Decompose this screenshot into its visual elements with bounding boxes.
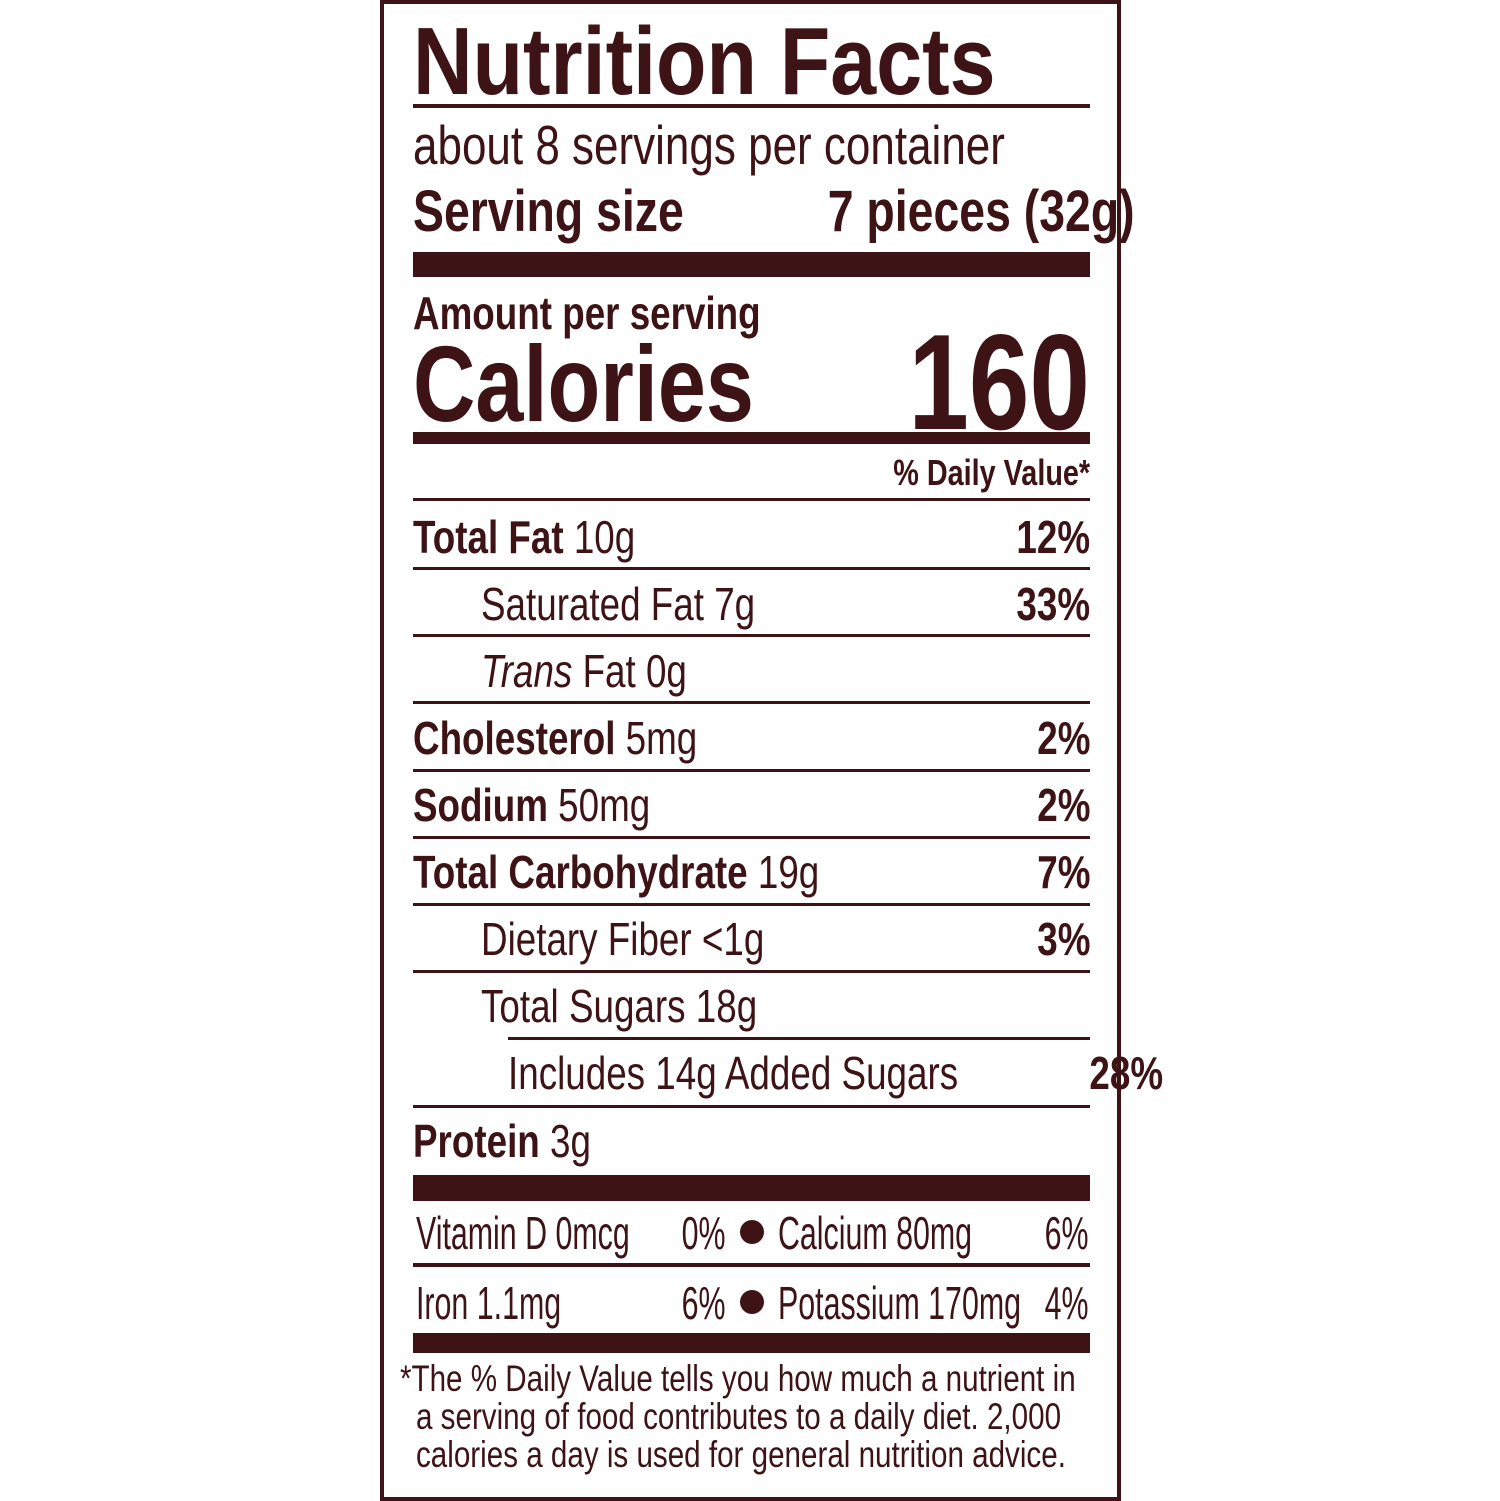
nutrient-row-cholesterol: Cholesterol 5mg 2% (413, 708, 1090, 768)
calories: Calories 160 (413, 314, 1090, 450)
label-nutrients-7-name: Total Sugars (481, 980, 686, 1032)
label-nutrients-4-dv: 2% (1036, 779, 1090, 831)
calcium: Calcium 80mg (778, 1207, 973, 1259)
nutrient-row-sodium: Sodium 50mg 2% (413, 775, 1090, 835)
label-nutrients-0-amount: 10g (573, 511, 636, 563)
daily-value-header: % Daily Value* (413, 452, 1090, 494)
label-title: Nutrition Facts (413, 8, 996, 115)
vitamin-d: Vitamin D 0mcg (416, 1207, 630, 1259)
label-nutrients-0-name: Total Fat (413, 511, 564, 563)
divider (413, 1263, 1090, 1267)
label-nutrients-2-name-italic: Trans (481, 645, 573, 697)
thick-divider (413, 1333, 1090, 1353)
label-title: Nutrition Facts (413, 14, 1090, 110)
label-nutrients-3-name: Cholesterol (413, 712, 616, 764)
divider (413, 970, 1090, 973)
nutrient-row-total-carbohydrate: Total Carbohydrate 19g 7% (413, 842, 1090, 902)
potassium-dv: 4% (1044, 1277, 1088, 1329)
vitamin-row-2: Iron 1.1mg 6% Potassium 170mg 4% (413, 1270, 1090, 1330)
label-nutrients-0-dv: 12% (1016, 511, 1090, 563)
nutrient-row-added-sugars: Includes 14g Added Sugars 28% (508, 1043, 1163, 1103)
label-nutrients-9-amount: 3g (550, 1115, 591, 1167)
label-nutrients-6-amount: <1g (701, 913, 765, 965)
calories-value: 160 (908, 306, 1090, 458)
nutrient-row-trans-fat: Trans Fat 0g (481, 641, 1090, 701)
label-servings-per-container: about 8 servings per container (413, 114, 1005, 176)
label-nutrients-6-dv: 3% (1036, 913, 1090, 965)
label-text: Sodium 50mg (413, 782, 650, 828)
calcium-dv: 6% (1044, 1207, 1088, 1259)
thick-divider (413, 1175, 1090, 1201)
divider (413, 1105, 1090, 1108)
thick-divider (413, 252, 1090, 277)
label-text: Saturated Fat 7g (481, 581, 755, 627)
iron-dv: 6% (681, 1277, 725, 1329)
medium-divider (413, 432, 1090, 444)
label-amount-per-serving: Amount per serving (413, 287, 761, 339)
footnote: *The % Daily Value tells you how much a … (400, 1360, 1100, 1474)
label-text: Total Sugars 18g (481, 983, 757, 1029)
bullet-icon (740, 1220, 764, 1244)
divider (413, 769, 1090, 772)
label-text: Dietary Fiber <1g (481, 916, 764, 962)
calories-label: Calories (413, 323, 754, 444)
divider (413, 567, 1090, 570)
label-text: Protein 3g (413, 1118, 591, 1164)
divider (413, 498, 1090, 501)
nutrient-row-dietary-fiber: Dietary Fiber <1g 3% (481, 909, 1090, 969)
label-nutrients-2-name: Fat (582, 645, 636, 697)
label-nutrients-1-dv: 33% (1016, 578, 1090, 630)
divider (413, 701, 1090, 704)
nutrient-row-total-sugars: Total Sugars 18g (481, 976, 1090, 1036)
amount-per-serving: Amount per serving (413, 286, 1090, 340)
nutrition-label-border (380, 0, 1121, 1501)
serving-size-label: Serving size (413, 179, 684, 244)
divider (413, 634, 1090, 637)
label-nutrients-6-name: Dietary Fiber (481, 913, 692, 965)
label-text: Cholesterol 5mg (413, 715, 697, 761)
label-nutrients-8-dv: 28% (1089, 1047, 1163, 1099)
label-text: Includes 14g Added Sugars (508, 1050, 958, 1096)
label-nutrients-3-dv: 2% (1036, 712, 1090, 764)
label-nutrients-9-name: Protein (413, 1115, 540, 1167)
serving-size-value: 7 pieces (32g) (828, 179, 1136, 244)
label-text: Total Carbohydrate 19g (413, 849, 819, 895)
iron: Iron 1.1mg (416, 1277, 562, 1329)
divider (508, 1037, 1090, 1040)
servings-per-container: about 8 servings per container (413, 118, 1090, 173)
label-footnote-0: *The % Daily Value tells you how much a … (400, 1358, 1076, 1399)
label-nutrients-1-name: Saturated Fat (481, 578, 704, 630)
nutrient-row-protein: Protein 3g (413, 1111, 1090, 1171)
divider (413, 903, 1090, 906)
label-nutrients-5-name: Total Carbohydrate (413, 846, 748, 898)
label-nutrients-8-name: Includes 14g Added Sugars (508, 1047, 959, 1099)
divider (413, 104, 1090, 108)
divider (413, 836, 1090, 839)
label-nutrients-5-amount: 19g (757, 846, 820, 898)
potassium: Potassium 170mg (778, 1277, 1022, 1329)
nutrient-row-total-fat: Total Fat 10g 12% (413, 507, 1090, 567)
vitamin-d-dv: 0% (681, 1207, 725, 1259)
nutrient-row-saturated-fat: Saturated Fat 7g 33% (481, 574, 1090, 634)
label-nutrients-2-amount: 0g (645, 645, 687, 697)
serving-size: Serving size 7 pieces (32g) (413, 179, 1135, 244)
label-nutrients-1-amount: 7g (714, 578, 756, 630)
bullet-icon (740, 1290, 764, 1314)
label-text: Total Fat 10g (413, 514, 635, 560)
label-nutrients-7-amount: 18g (695, 980, 758, 1032)
label-nutrients-3-amount: 5mg (625, 712, 698, 764)
label-nutrients-5-dv: 7% (1036, 846, 1090, 898)
label-nutrients-4-amount: 50mg (558, 779, 651, 831)
label-daily-value-header: % Daily Value* (893, 452, 1090, 493)
vitamin-row-1: Vitamin D 0mcg 0% Calcium 80mg 6% (413, 1200, 1090, 1260)
label-nutrients-4-name: Sodium (413, 779, 548, 831)
label-text: Trans Fat 0g (481, 648, 687, 694)
label-footnote-1: a serving of food contributes to a daily… (416, 1396, 1062, 1437)
label-footnote-2: calories a day is used for general nutri… (416, 1434, 1066, 1475)
